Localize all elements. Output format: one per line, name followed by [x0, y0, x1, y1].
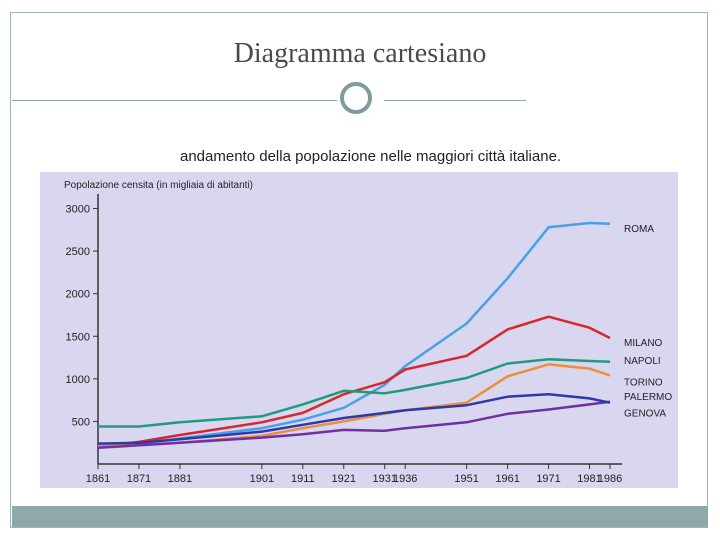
series-line-napoli	[98, 358, 611, 428]
series-line-palermo	[97, 400, 611, 450]
legend-label-milano: MILANO	[624, 338, 663, 349]
chart-title: andamento della popolazione nelle maggio…	[180, 148, 562, 165]
y-axis-label: Popolazione censita (in migliaia di abit…	[64, 180, 253, 191]
y-tick-label: 1000	[66, 374, 90, 386]
y-tick-label: 3000	[66, 204, 90, 216]
y-tick-label: 1500	[66, 331, 90, 343]
x-tick-label: 1901	[250, 473, 274, 485]
chart-background	[40, 172, 678, 488]
x-tick-label: 1861	[86, 473, 110, 485]
x-tick-label: 1921	[332, 473, 356, 485]
series-line-milano	[97, 315, 611, 449]
title-rule-left	[12, 100, 337, 101]
series-line-genova	[97, 392, 611, 445]
legend-label-palermo: PALERMO	[624, 392, 672, 403]
line-chart: Popolazione censita (in migliaia di abit…	[40, 172, 678, 488]
x-tick-label: 1911	[291, 473, 315, 485]
y-tick-label: 500	[72, 416, 90, 428]
title-rule-right	[384, 100, 526, 101]
x-tick-label: 1936	[393, 473, 417, 485]
x-tick-label: 1961	[495, 473, 519, 485]
legend-label-genova: GENOVA	[624, 409, 666, 420]
slide-frame	[10, 12, 708, 528]
legend-label-napoli: NAPOLI	[624, 356, 661, 367]
x-tick-label: 1871	[127, 473, 151, 485]
x-tick-label: 1986	[598, 473, 622, 485]
legend-label-torino: TORINO	[624, 377, 663, 388]
slide-title: Diagramma cartesiano	[233, 38, 487, 69]
chart-area: Popolazione censita (in migliaia di abit…	[40, 172, 678, 488]
circle-ornament-icon	[340, 82, 372, 114]
y-tick-label: 2500	[66, 246, 90, 258]
x-tick-label: 1951	[454, 473, 478, 485]
legend-label-roma: ROMA	[624, 224, 654, 235]
x-tick-label: 1981	[577, 473, 601, 485]
x-tick-label: 1971	[536, 473, 560, 485]
y-tick-label: 2000	[66, 289, 90, 301]
x-tick-label: 1881	[168, 473, 192, 485]
x-tick-label: 1931	[372, 473, 396, 485]
footer-bar	[12, 506, 708, 527]
